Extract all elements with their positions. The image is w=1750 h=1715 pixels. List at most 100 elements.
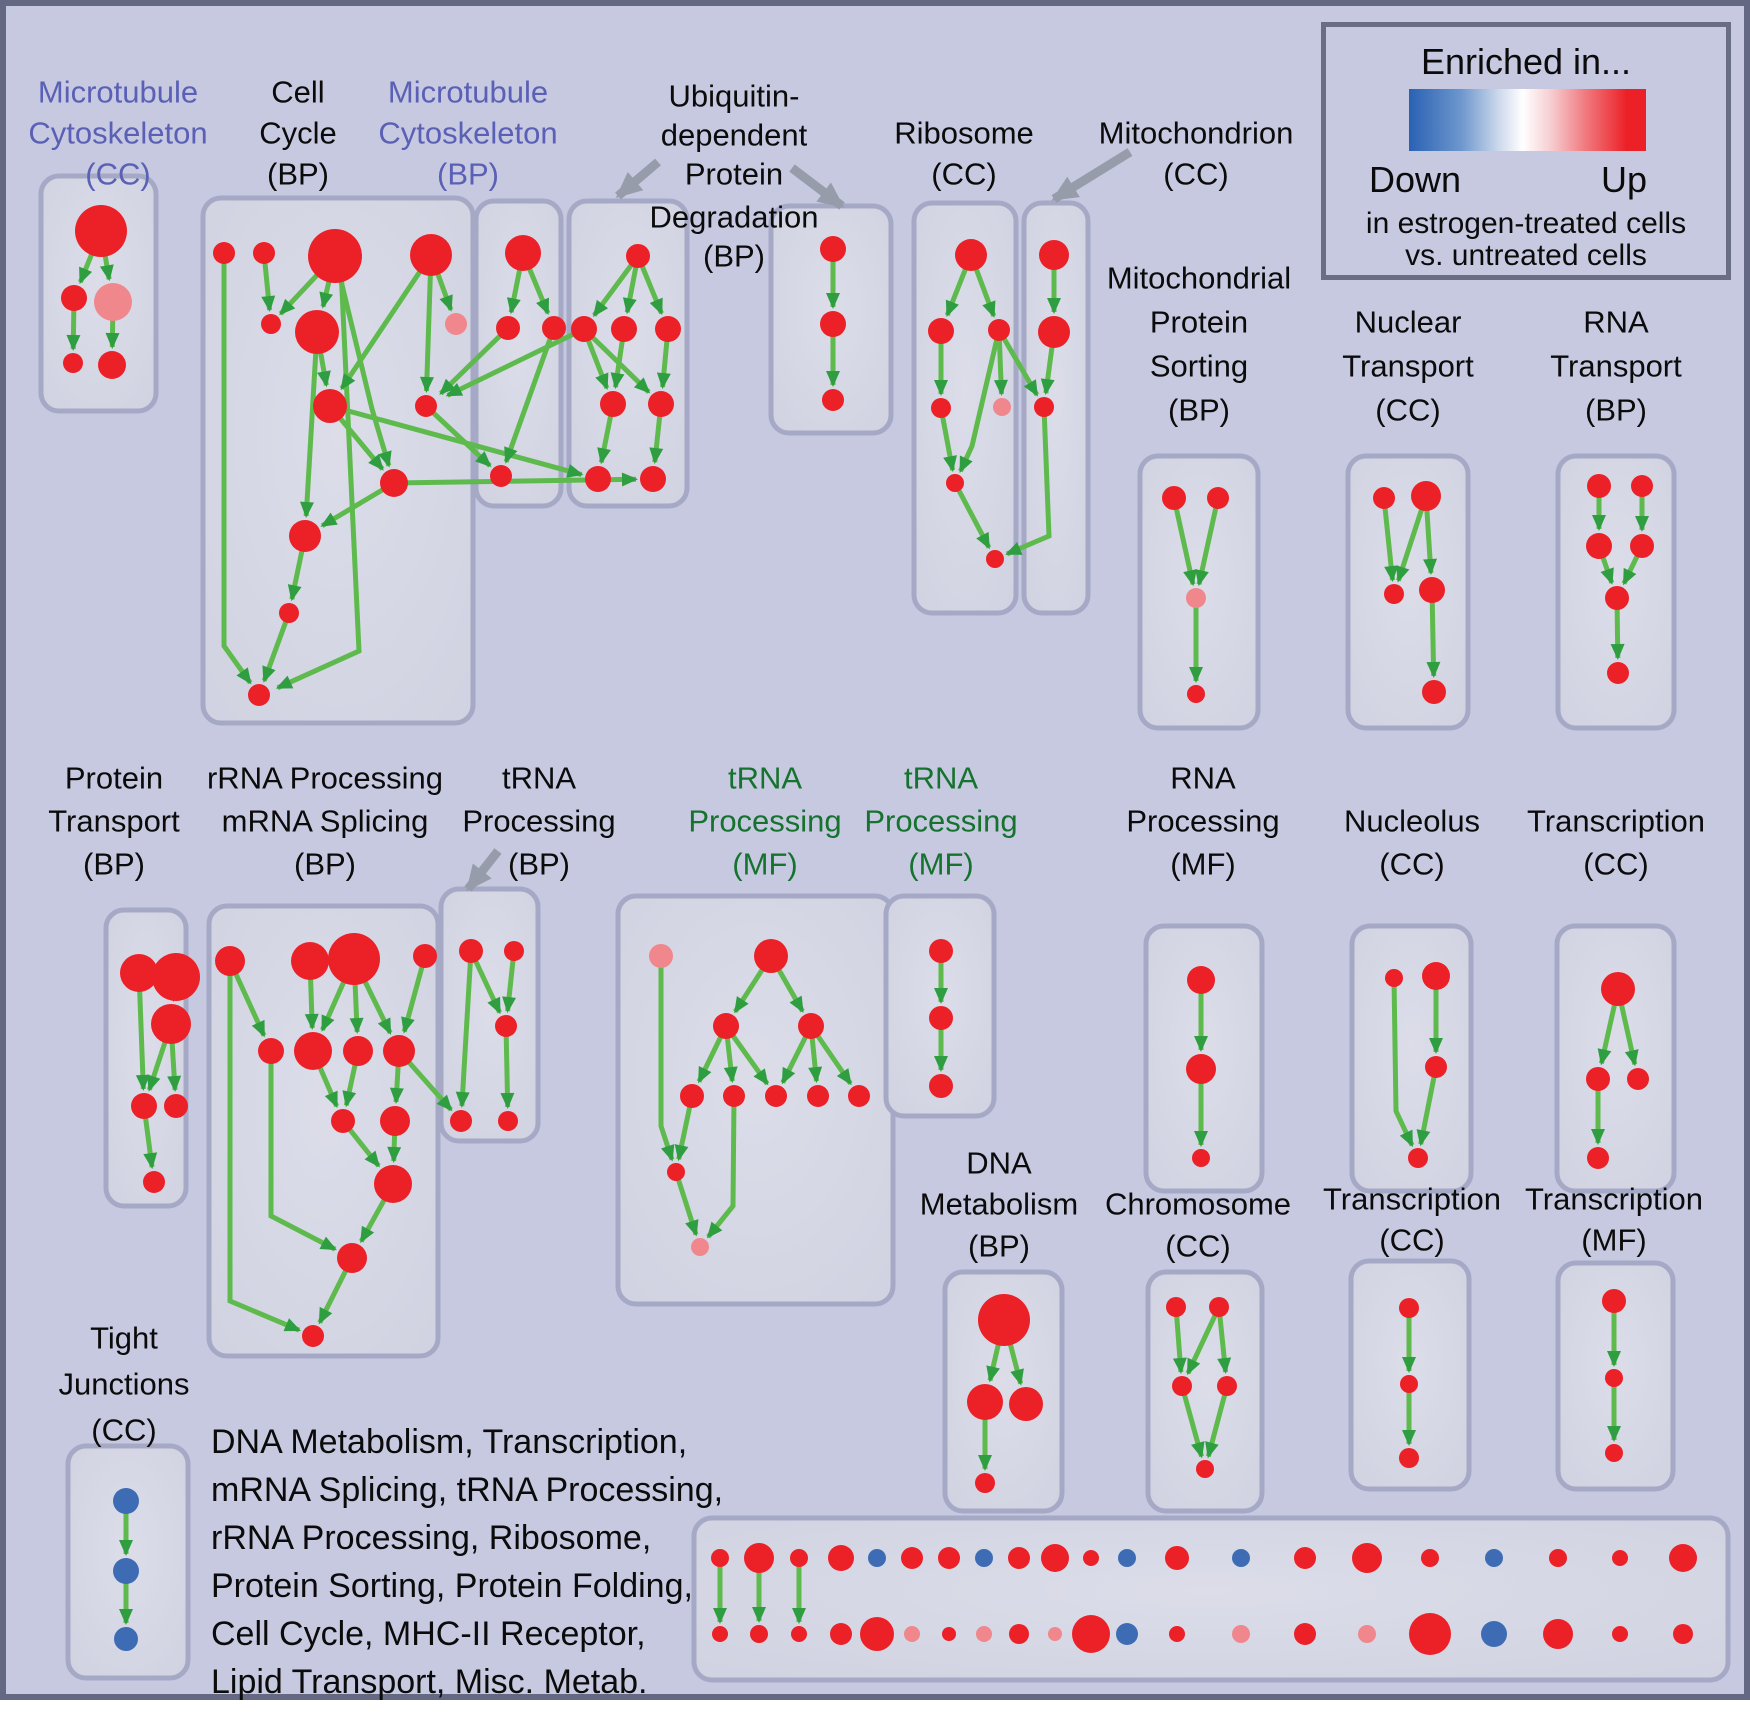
go-term-node-red xyxy=(1612,1550,1628,1566)
cluster-label-microtubule-cytoskeleton-cc: Cytoskeleton xyxy=(28,116,207,151)
cluster-box-trna-processing-mf-2 xyxy=(883,893,997,1119)
go-term-node-red xyxy=(1421,1549,1439,1567)
go-term-node-red xyxy=(413,944,437,968)
go-term-node-red xyxy=(1294,1547,1316,1569)
pointer-arrow-mitochondrion xyxy=(1051,148,1133,203)
legend-gradient-bar xyxy=(1409,89,1646,151)
cluster-label-ubiquitin-dependent-protein-degradation-bp: Ubiquitin- xyxy=(669,79,800,114)
go-term-node-red xyxy=(975,1473,995,1493)
cluster-label-tight-junctions-cc: Junctions xyxy=(59,1367,190,1402)
go-term-node-blue xyxy=(975,1549,993,1567)
go-term-node-red xyxy=(1162,486,1186,510)
edge-arrow xyxy=(1381,497,1399,583)
go-term-node-red xyxy=(1673,1624,1693,1644)
cluster-label-ubiquitin-dependent-protein-degradation-bp: Degradation xyxy=(650,200,819,235)
edge-arrow xyxy=(438,326,510,396)
go-term-node-red xyxy=(261,314,281,334)
cluster-label-transcription-cc-mid: (CC) xyxy=(1583,847,1648,882)
go-term-node-red xyxy=(1586,1067,1610,1091)
go-term-node-red xyxy=(496,316,520,340)
go-term-node-red xyxy=(1041,1544,1069,1572)
go-term-node-red xyxy=(1196,1460,1214,1478)
go-term-node-red xyxy=(1631,475,1653,497)
cluster-box-mitochondrion-cc xyxy=(1021,200,1091,616)
edge-arrow xyxy=(419,254,434,394)
edge-arrow xyxy=(445,326,586,398)
cluster-label-tight-junctions-cc: Tight xyxy=(90,1321,158,1356)
cluster-box-mixed-bottom-strip xyxy=(691,1515,1731,1683)
cluster-label-transcription-cc-bottom: (CC) xyxy=(1379,1223,1444,1258)
go-term-node-blue xyxy=(1232,1549,1250,1567)
go-term-node-red xyxy=(946,474,964,492)
cluster-label-nucleolus-cc: Nucleolus xyxy=(1344,804,1480,839)
cluster-box-trna-processing-bp xyxy=(438,886,541,1144)
go-term-node-red xyxy=(648,391,674,417)
go-term-node-red xyxy=(1602,1289,1626,1313)
cluster-label-trna-processing-bp: Processing xyxy=(462,804,615,839)
go-term-node-red xyxy=(901,1547,923,1569)
go-term-node-red xyxy=(860,1617,894,1651)
edge-arrow xyxy=(424,404,492,468)
pointer-arrow-ubiquitin-left xyxy=(615,158,661,200)
legend-title: Enriched in... xyxy=(1420,41,1632,82)
edge-arrow xyxy=(502,950,517,1014)
go-term-node-red xyxy=(830,1623,852,1645)
go-term-node-red xyxy=(1172,1376,1192,1396)
go-term-node-red xyxy=(415,395,437,417)
cluster-label-cell-cycle-bp: Cell xyxy=(271,75,324,110)
go-term-node-red xyxy=(98,351,126,379)
go-term-node-red xyxy=(151,1004,191,1044)
cluster-label-dna-metabolism-bp: DNA xyxy=(966,1146,1032,1181)
go-term-node-red xyxy=(504,941,524,961)
cluster-label-nuclear-transport-cc: (CC) xyxy=(1375,393,1440,428)
go-term-node-red xyxy=(1294,1623,1316,1645)
go-term-node-red xyxy=(1187,685,1205,703)
go-term-node-red xyxy=(143,1171,165,1193)
edge-arrow xyxy=(582,327,651,394)
go-term-node-red xyxy=(1399,1298,1419,1318)
cluster-label-transcription-mf: Transcription xyxy=(1525,1182,1703,1217)
go-term-node-red xyxy=(308,229,362,283)
cluster-label-nucleolus-cc: (CC) xyxy=(1379,847,1444,882)
go-term-node-red xyxy=(1601,972,1635,1006)
go-term-node-red xyxy=(585,466,611,492)
go-term-node-pink xyxy=(993,398,1011,416)
go-term-node-red xyxy=(374,1165,412,1203)
go-term-node-red xyxy=(164,1094,188,1118)
go-term-node-red xyxy=(1549,1549,1567,1567)
go-term-node-red xyxy=(928,318,954,344)
go-term-node-red xyxy=(1034,397,1054,417)
cluster-label-trna-processing-bp: tRNA xyxy=(502,761,576,796)
go-term-node-red xyxy=(723,1085,745,1107)
go-term-node-red xyxy=(1083,1550,1099,1566)
go-term-node-red xyxy=(313,389,347,423)
edge-arrow xyxy=(329,403,584,478)
legend-subtitle-1: in estrogen-treated cells xyxy=(1365,207,1687,240)
go-term-node-red xyxy=(1586,533,1612,559)
cluster-label-trna-processing-mf-1: Processing xyxy=(688,804,841,839)
go-term-node-red xyxy=(1425,1056,1447,1078)
edge-arrow xyxy=(1391,977,1415,1148)
go-term-node-blue xyxy=(113,1488,139,1514)
go-term-node-red xyxy=(1009,1624,1029,1644)
edge-arrow xyxy=(275,268,362,691)
go-term-node-pink xyxy=(1048,1627,1062,1641)
go-term-node-red xyxy=(938,1547,960,1569)
cluster-label-mitochondrial-protein-sorting-bp: Sorting xyxy=(1150,349,1248,384)
cluster-label-ubiquitin-dependent-protein-degradation-bp: Protein xyxy=(685,157,783,192)
go-term-node-red xyxy=(343,1036,373,1066)
cluster-label-mitochondrial-protein-sorting-bp: Mitochondrial xyxy=(1107,261,1291,296)
cluster-label-rna-transport-bp: (BP) xyxy=(1585,393,1647,428)
cluster-box-transcription-cc-mid xyxy=(1554,923,1677,1194)
go-term-node-red xyxy=(848,1085,870,1107)
go-term-node-red xyxy=(942,1627,956,1641)
go-term-node-red xyxy=(383,1035,415,1067)
cluster-label-ribosome-cc: Ribosome xyxy=(894,116,1034,151)
cluster-box-dna-metabolism-bp xyxy=(942,1269,1065,1514)
go-term-node-red xyxy=(258,1038,284,1064)
go-term-node-red xyxy=(279,603,299,623)
go-term-node-red xyxy=(120,954,158,992)
edge-arrow xyxy=(300,331,320,519)
edge-arrow xyxy=(658,956,675,1162)
go-term-node-red xyxy=(929,1006,953,1030)
